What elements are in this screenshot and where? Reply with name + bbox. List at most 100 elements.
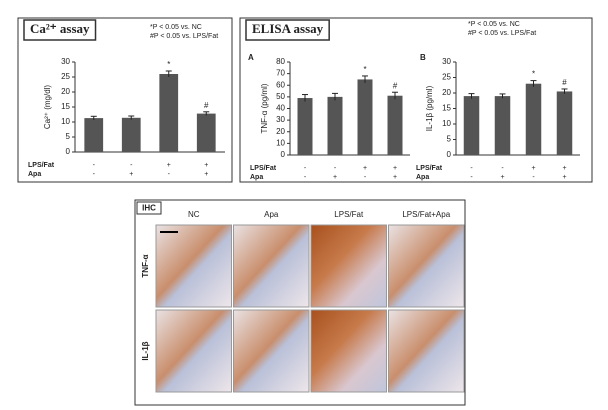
y-tick-label: 60 (276, 80, 285, 89)
treatment-sign: + (167, 162, 171, 169)
ihc-title: IHC (142, 204, 156, 213)
panel-label: B (420, 53, 426, 62)
column-label: LPS/Fat+Apa (402, 210, 450, 219)
y-tick-label: 30 (442, 57, 451, 66)
bar (159, 74, 179, 152)
treatment-sign: + (562, 165, 566, 172)
bar (494, 96, 511, 155)
y-tick-label: 40 (276, 104, 285, 113)
treatment-sign: + (531, 165, 535, 172)
significance-mark: # (204, 101, 209, 110)
treatment-sign: - (130, 162, 133, 169)
treatment-sign: + (363, 165, 367, 172)
row-label: TNF-α (141, 254, 150, 277)
column-label: Apa (264, 210, 279, 219)
treatment-sign: + (562, 174, 566, 181)
treatment-sign: - (304, 165, 307, 172)
y-tick-label: 20 (276, 127, 285, 136)
y-tick-label: 20 (442, 88, 451, 97)
treatment-sign: + (129, 171, 133, 178)
y-axis-label: TNF-α (pg/ml) (260, 83, 269, 133)
bar (327, 96, 343, 155)
y-tick-label: 15 (61, 102, 70, 111)
y-tick-label: 5 (447, 135, 452, 144)
treatment-sign: - (501, 165, 504, 172)
tissue-image (310, 309, 387, 393)
tissue-image (388, 224, 465, 308)
bar (463, 96, 480, 155)
y-tick-label: 70 (276, 69, 285, 78)
significance-mark: # (393, 81, 398, 90)
panel-label: A (248, 53, 254, 62)
y-tick-label: 10 (61, 117, 70, 126)
tissue-image (233, 309, 310, 393)
panel-title: Ca²⁺ assay (30, 21, 90, 36)
y-tick-label: 0 (66, 147, 71, 156)
bar (387, 95, 403, 155)
tissue-image (155, 224, 232, 308)
treatment-sign: - (334, 165, 337, 172)
panel-title: ELISA assay (252, 21, 324, 36)
treatment-sign: - (470, 165, 473, 172)
bar (84, 118, 104, 152)
y-tick-label: 30 (61, 57, 70, 66)
significance-note: *P < 0.05 vs. NC (468, 21, 520, 28)
y-tick-label: 0 (447, 150, 452, 159)
title-box (23, 19, 97, 41)
treatment-sign: - (532, 174, 535, 181)
treatment-sign: + (393, 165, 397, 172)
title-box (136, 201, 162, 215)
bar (121, 117, 141, 152)
tissue-image (310, 224, 387, 308)
tissue-image (155, 309, 232, 393)
treatment-sign: + (500, 174, 504, 181)
y-tick-label: 15 (442, 104, 451, 113)
treatment-name: LPS/Fat (416, 165, 443, 172)
y-tick-label: 50 (276, 92, 285, 101)
treatment-sign: + (204, 162, 208, 169)
significance-mark: * (532, 70, 535, 79)
significance-mark: # (562, 78, 567, 87)
significance-mark: * (363, 65, 366, 74)
column-label: LPS/Fat (334, 210, 364, 219)
bar (556, 91, 573, 155)
treatment-sign: + (333, 174, 337, 181)
significance-note: *P < 0.05 vs. NC (150, 24, 202, 31)
treatment-name: Apa (416, 174, 429, 181)
y-tick-label: 30 (276, 115, 285, 124)
significance-note: #P < 0.05 vs. LPS/Fat (150, 33, 218, 40)
treatment-sign: - (168, 171, 171, 178)
y-axis-label: Ca²⁺ (mg/dl) (43, 85, 52, 130)
y-tick-label: 20 (61, 87, 70, 96)
significance-mark: * (167, 60, 170, 69)
treatment-sign: - (93, 171, 96, 178)
tissue-image (233, 224, 310, 308)
treatment-name: LPS/Fat (28, 162, 55, 169)
tissue-image (388, 309, 465, 393)
y-tick-label: 10 (276, 138, 285, 147)
panel-frame (134, 199, 466, 406)
treatment-sign: + (393, 174, 397, 181)
bar (196, 113, 216, 152)
y-tick-label: 25 (61, 72, 70, 81)
bar (357, 79, 373, 155)
y-tick-label: 25 (442, 73, 451, 82)
column-label: NC (188, 210, 200, 219)
row-label: IL-1β (141, 341, 150, 360)
panel-frame (239, 17, 593, 183)
treatment-name: Apa (250, 174, 263, 181)
treatment-sign: - (304, 174, 307, 181)
y-tick-label: 5 (66, 132, 71, 141)
significance-note: #P < 0.05 vs. LPS/Fat (468, 30, 536, 37)
treatment-sign: - (93, 162, 96, 169)
treatment-name: LPS/Fat (250, 165, 277, 172)
treatment-name: Apa (28, 171, 41, 178)
treatment-sign: - (364, 174, 367, 181)
title-box (245, 19, 330, 41)
treatment-sign: - (470, 174, 473, 181)
y-tick-label: 80 (276, 57, 285, 66)
treatment-sign: + (204, 171, 208, 178)
y-axis-label: IL-1β (pg/ml) (425, 85, 434, 131)
y-tick-label: 0 (281, 150, 286, 159)
